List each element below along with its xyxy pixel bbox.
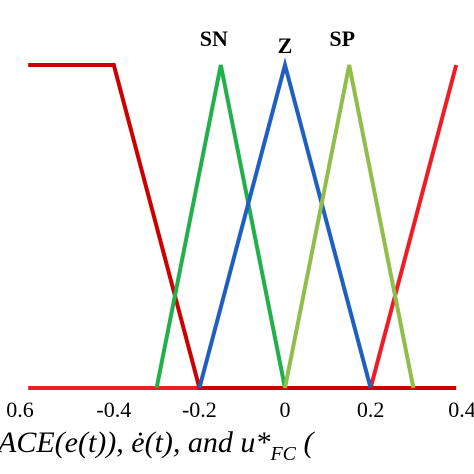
series-line-mf-0 xyxy=(28,63,457,390)
x-tick-label: 0.4 xyxy=(448,397,474,422)
x-tick-label: 0.2 xyxy=(357,397,385,422)
x-axis-label: ACE(e(t)), ė(t), and u*FC ( xyxy=(0,426,316,465)
series-label-z: Z xyxy=(278,33,293,58)
series-line-z xyxy=(197,57,373,389)
series-line-sn xyxy=(154,64,287,389)
series-line-sp xyxy=(283,64,416,389)
series-layer xyxy=(28,57,459,390)
series-label-layer: SN Z SP xyxy=(200,26,355,58)
x-tick-label: -0.2 xyxy=(182,397,217,422)
series-label-sp: SP xyxy=(329,26,355,51)
x-tick-label: 0 xyxy=(280,397,291,422)
series-label-sn: SN xyxy=(200,26,228,51)
x-tick-label: -0.4 xyxy=(96,397,131,422)
x-tick-label: 0.6 xyxy=(6,397,34,422)
x-tick-layer: 0.6 -0.4 -0.2 0 0.2 0.4 xyxy=(6,397,474,422)
